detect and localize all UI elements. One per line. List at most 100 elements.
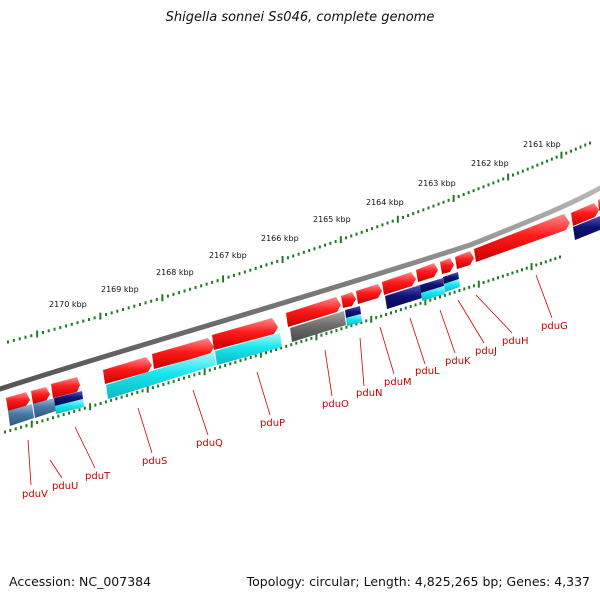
- inner-tick: [172, 379, 175, 383]
- inner-tick: [511, 271, 514, 275]
- inner-tick: [492, 277, 495, 281]
- inner-tick: [9, 428, 12, 432]
- scale-tick: [584, 143, 587, 147]
- scale-tick: [516, 171, 519, 175]
- inner-tick: [414, 303, 417, 307]
- scale-tick: [116, 309, 119, 313]
- scale-tick: [260, 265, 263, 269]
- scale-tick: [82, 319, 85, 323]
- scale-tick: [381, 223, 384, 227]
- scale-tick: [334, 239, 337, 243]
- scale-tick: [541, 161, 544, 165]
- inner-tick: [477, 280, 480, 288]
- inner-tick: [78, 408, 81, 412]
- inner-tick: [141, 389, 144, 393]
- gene-label-pduM: pduM: [384, 377, 412, 388]
- block-cyan-k: [421, 286, 445, 301]
- scale-tick: [437, 202, 440, 206]
- scale-tick: [286, 256, 289, 260]
- scale-tick: [396, 215, 399, 223]
- scale-tick: [302, 250, 305, 254]
- inner-tick: [554, 257, 557, 261]
- scale-tick: [161, 294, 164, 302]
- block-cyan-1: [55, 399, 84, 414]
- scale-tick: [472, 189, 475, 193]
- inner-tick: [229, 362, 232, 366]
- gene-label-pduH: pduH: [502, 336, 529, 347]
- gene-label-pduV: pduV: [22, 489, 48, 500]
- scale-tick: [462, 193, 465, 197]
- inner-tick: [340, 327, 343, 331]
- inner-tick: [259, 350, 262, 358]
- inner-tick: [350, 324, 353, 328]
- inner-tick: [290, 343, 293, 347]
- inner-tick: [151, 386, 154, 390]
- gene-label-pduK: pduK: [445, 356, 471, 367]
- genome-summary-text: Topology: circular; Length: 4,825,265 bp…: [246, 574, 590, 589]
- gene-label-pduL: pduL: [415, 366, 440, 377]
- inner-tick: [472, 284, 475, 288]
- scale-tick: [144, 301, 147, 305]
- scale-tick: [155, 297, 158, 301]
- block-navy-k: [420, 278, 444, 293]
- scale-tick: [313, 247, 316, 251]
- scale-tick-label: 2166 kbp: [261, 234, 299, 243]
- scale-tick: [194, 286, 197, 290]
- inner-tick: [544, 260, 547, 264]
- scale-tick: [36, 330, 39, 338]
- inner-tick: [335, 328, 338, 332]
- inner-tick: [254, 354, 257, 358]
- inner-tick: [104, 400, 107, 404]
- scale-tick: [59, 326, 62, 330]
- gene-arrow-o: [286, 297, 341, 327]
- inner-tick: [325, 332, 328, 336]
- inner-tick: [219, 365, 222, 369]
- scale-tick: [386, 221, 389, 225]
- inner-tick: [62, 413, 65, 417]
- scale-tick: [276, 259, 279, 263]
- scale-tick: [521, 169, 524, 173]
- inner-tick: [208, 368, 211, 372]
- inner-tick: [310, 336, 313, 340]
- scale-tick: [560, 151, 563, 159]
- inner-tick: [4, 430, 6, 434]
- scale-tick: [227, 275, 230, 279]
- scale-tick: [216, 279, 219, 283]
- inner-tick: [94, 403, 97, 407]
- inner-tick: [20, 425, 23, 429]
- inner-tick: [399, 308, 402, 312]
- scale-tick: [589, 141, 591, 145]
- inner-tick: [370, 315, 373, 323]
- inner-tick: [177, 378, 180, 382]
- inner-tick: [46, 417, 49, 421]
- inner-tick: [320, 333, 323, 337]
- scale-tick: [318, 245, 321, 249]
- inner-tick: [157, 384, 160, 388]
- scale-tick: [477, 187, 480, 191]
- inner-tick: [549, 258, 552, 262]
- inner-tick: [424, 298, 427, 306]
- inner-tick: [530, 263, 533, 271]
- inner-tick: [365, 319, 368, 323]
- inner-tick: [540, 261, 543, 265]
- gene-label-pduG: pduG: [541, 321, 568, 332]
- feature-blocks-row-2: [8, 216, 600, 426]
- gene-label-pduT: pduT: [85, 471, 111, 482]
- scale-tick-label: 2169 kbp: [101, 285, 139, 294]
- scale-tick: [249, 268, 252, 272]
- inner-tick: [468, 285, 471, 289]
- inner-tick: [99, 402, 102, 406]
- inner-tick: [458, 289, 461, 293]
- block-cyan-n: [346, 314, 362, 326]
- scale-tick: [345, 236, 348, 240]
- scale-tick-label: 2168 kbp: [156, 268, 194, 277]
- scale-tick: [482, 185, 485, 189]
- block-navy-right: [573, 216, 600, 240]
- scale-tick: [308, 249, 311, 253]
- scale-tick: [292, 254, 295, 258]
- inner-tick: [429, 298, 432, 302]
- inner-tick: [394, 309, 397, 313]
- scale-tick: [105, 313, 108, 317]
- gene-arrow-m: [356, 284, 382, 304]
- scale-tick-label: 2165 kbp: [313, 215, 351, 224]
